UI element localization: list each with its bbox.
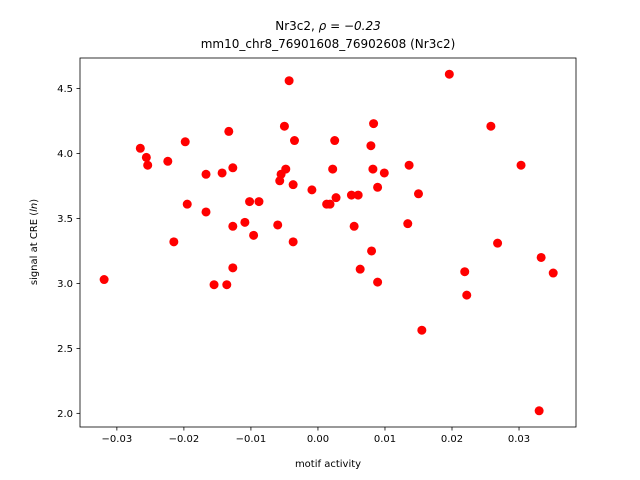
data-point bbox=[460, 267, 470, 277]
data-point bbox=[284, 76, 294, 86]
data-point bbox=[182, 199, 192, 209]
y-tick-label: 2.5 bbox=[57, 344, 73, 355]
x-tick-label: 0.00 bbox=[307, 434, 329, 445]
x-tick-label: −0.01 bbox=[236, 434, 267, 445]
data-point bbox=[486, 121, 496, 131]
chart-title-line2: mm10_chr8_76901608_76902608 (Nr3c2) bbox=[201, 37, 456, 51]
data-point bbox=[135, 143, 145, 153]
data-point bbox=[355, 264, 365, 274]
y-tick-label: 3.0 bbox=[57, 279, 73, 290]
data-point bbox=[143, 160, 153, 170]
data-point bbox=[281, 164, 291, 174]
data-point bbox=[369, 119, 379, 129]
data-point bbox=[288, 237, 298, 247]
data-point bbox=[366, 141, 376, 151]
data-point bbox=[516, 160, 526, 170]
data-point bbox=[328, 164, 338, 174]
data-point bbox=[201, 169, 211, 179]
data-point bbox=[289, 136, 299, 146]
data-point bbox=[325, 199, 335, 209]
data-point bbox=[403, 219, 413, 229]
data-point bbox=[245, 197, 255, 207]
data-point bbox=[379, 168, 389, 178]
y-tick-label: 2.0 bbox=[57, 409, 73, 420]
data-point bbox=[273, 220, 283, 230]
data-point bbox=[493, 238, 503, 248]
data-point bbox=[217, 168, 227, 178]
data-point bbox=[228, 163, 238, 173]
data-point bbox=[368, 164, 378, 174]
data-point bbox=[353, 190, 363, 200]
data-points bbox=[99, 69, 558, 416]
data-point bbox=[201, 207, 211, 217]
data-point bbox=[373, 277, 383, 287]
data-point bbox=[413, 189, 423, 199]
y-tick-label: 3.5 bbox=[57, 214, 73, 225]
data-point bbox=[404, 160, 414, 170]
chart-title-name: Nr3c2, bbox=[275, 19, 318, 33]
data-point bbox=[141, 152, 151, 162]
x-axis-ticks: −0.03 −0.02 −0.01 0.00 0.01 0.02 0.03 bbox=[102, 427, 530, 445]
data-point bbox=[169, 237, 179, 247]
y-axis-label: signal at CRE (ln) bbox=[29, 199, 40, 285]
data-point bbox=[444, 69, 454, 79]
data-point bbox=[534, 406, 544, 416]
data-point bbox=[279, 121, 289, 131]
x-tick-label: 0.02 bbox=[441, 434, 463, 445]
chart-title-line1: Nr3c2, ρ = −0.23 bbox=[275, 19, 380, 33]
data-point bbox=[373, 182, 383, 192]
x-tick-label: 0.03 bbox=[508, 434, 530, 445]
data-point bbox=[331, 193, 341, 203]
data-point bbox=[462, 290, 472, 300]
y-tick-label: 4.5 bbox=[57, 84, 73, 95]
x-tick-label: −0.02 bbox=[169, 434, 200, 445]
x-tick-label: −0.03 bbox=[102, 434, 133, 445]
plot-frame bbox=[79, 57, 577, 428]
data-point bbox=[349, 221, 359, 231]
x-axis-label: motif activity bbox=[295, 459, 361, 470]
y-axis-label-italic: ln bbox=[29, 203, 40, 212]
data-point bbox=[209, 280, 219, 290]
data-point bbox=[224, 126, 234, 136]
data-point bbox=[99, 275, 109, 285]
data-point bbox=[367, 246, 377, 256]
data-point bbox=[240, 217, 250, 227]
data-point bbox=[180, 137, 190, 147]
x-tick-label: 0.01 bbox=[374, 434, 396, 445]
data-point bbox=[228, 221, 238, 231]
data-point bbox=[417, 325, 427, 335]
data-point bbox=[222, 280, 232, 290]
data-point bbox=[249, 230, 259, 240]
y-axis-ticks: 2.0 2.5 3.0 3.5 4.0 4.5 bbox=[57, 84, 80, 420]
data-point bbox=[307, 185, 317, 195]
data-point bbox=[536, 252, 546, 262]
data-point bbox=[163, 156, 173, 166]
plot-area bbox=[79, 57, 577, 428]
y-tick-label: 4.0 bbox=[57, 149, 73, 160]
data-point bbox=[346, 190, 356, 200]
y-axis-label-suffix: ) bbox=[29, 199, 40, 203]
chart-title-rho: ρ = −0.23 bbox=[319, 19, 381, 33]
data-point bbox=[548, 268, 558, 278]
y-axis-label-prefix: signal at CRE ( bbox=[29, 212, 40, 285]
data-point bbox=[254, 197, 264, 207]
data-point bbox=[288, 180, 298, 190]
data-point bbox=[228, 263, 238, 273]
data-point bbox=[330, 136, 340, 146]
